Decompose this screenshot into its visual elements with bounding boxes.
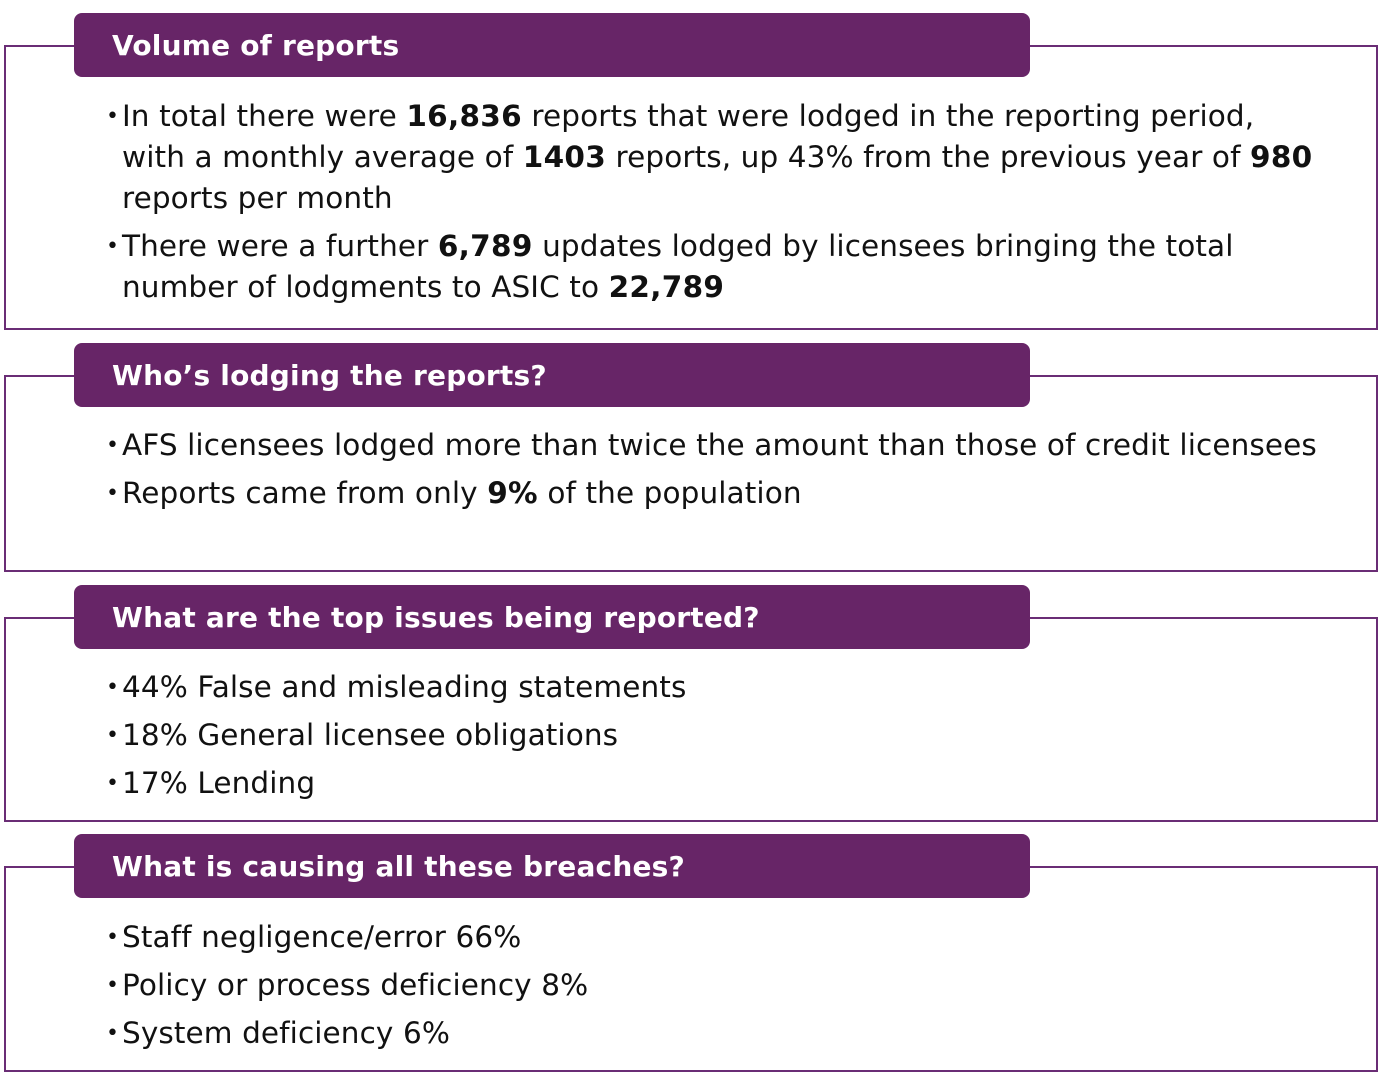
bullet-text: Staff negligence/error 66% <box>122 920 522 954</box>
bullet-list: In total there were 16,836 reports that … <box>106 96 1324 315</box>
bullet-highlight: 22,789 <box>608 270 725 304</box>
bullet-text: reports, up 43% from the previous year o… <box>606 140 1251 174</box>
bullet-item: Policy or process deficiency 8% <box>106 965 1324 1006</box>
bullet-text: reports that were lodged in the reportin… <box>122 99 1255 174</box>
bullet-item: There were a further 6,789 updates lodge… <box>106 226 1324 308</box>
bullet-highlight: 9% <box>487 476 538 510</box>
bullet-list: AFS licensees lodged more than twice the… <box>106 425 1324 521</box>
section-title: Who’s lodging the reports? <box>112 358 547 392</box>
bullet-text: In total there were <box>122 99 407 133</box>
bullet-highlight: 1403 <box>522 140 607 174</box>
bullet-item: 17% Lending <box>106 763 1324 804</box>
section-header: Volume of reports <box>74 13 1030 77</box>
bullet-text: AFS licensees lodged more than twice the… <box>122 428 1317 462</box>
bullet-list: 44% False and misleading statements 18% … <box>106 667 1324 811</box>
bullet-text: of the population <box>537 476 802 510</box>
bullet-item: System deficiency 6% <box>106 1013 1324 1054</box>
bullet-text: Policy or process deficiency 8% <box>122 968 589 1002</box>
bullet-text: updates lodged by licensees bringing the… <box>122 229 1234 304</box>
bullet-item: In total there were 16,836 reports that … <box>106 96 1324 219</box>
bullet-item: Staff negligence/error 66% <box>106 917 1324 958</box>
bullet-text: There were a further <box>122 229 438 263</box>
bullet-text: 17% Lending <box>122 766 316 800</box>
bullet-item: Reports came from only 9% of the populat… <box>106 473 1324 514</box>
section-header: What are the top issues being reported? <box>74 585 1030 649</box>
section-header: What is causing all these breaches? <box>74 834 1030 898</box>
bullet-item: AFS licensees lodged more than twice the… <box>106 425 1324 466</box>
bullet-text: Reports came from only <box>122 476 488 510</box>
section-header: Who’s lodging the reports? <box>74 343 1030 407</box>
bullet-highlight: 6,789 <box>437 229 533 263</box>
bullet-item: 18% General licensee obligations <box>106 715 1324 756</box>
bullet-text: reports per month <box>122 181 393 215</box>
bullet-list: Staff negligence/error 66% Policy or pro… <box>106 917 1324 1061</box>
section-title: Volume of reports <box>112 28 400 62</box>
bullet-text: 44% False and misleading statements <box>122 670 687 704</box>
bullet-text: 18% General licensee obligations <box>122 718 619 752</box>
section-title: What is causing all these breaches? <box>112 849 685 883</box>
section-title: What are the top issues being reported? <box>112 600 760 634</box>
bullet-text: System deficiency 6% <box>122 1016 450 1050</box>
bullet-highlight: 980 <box>1250 140 1313 174</box>
bullet-item: 44% False and misleading statements <box>106 667 1324 708</box>
bullet-highlight: 16,836 <box>406 99 522 133</box>
